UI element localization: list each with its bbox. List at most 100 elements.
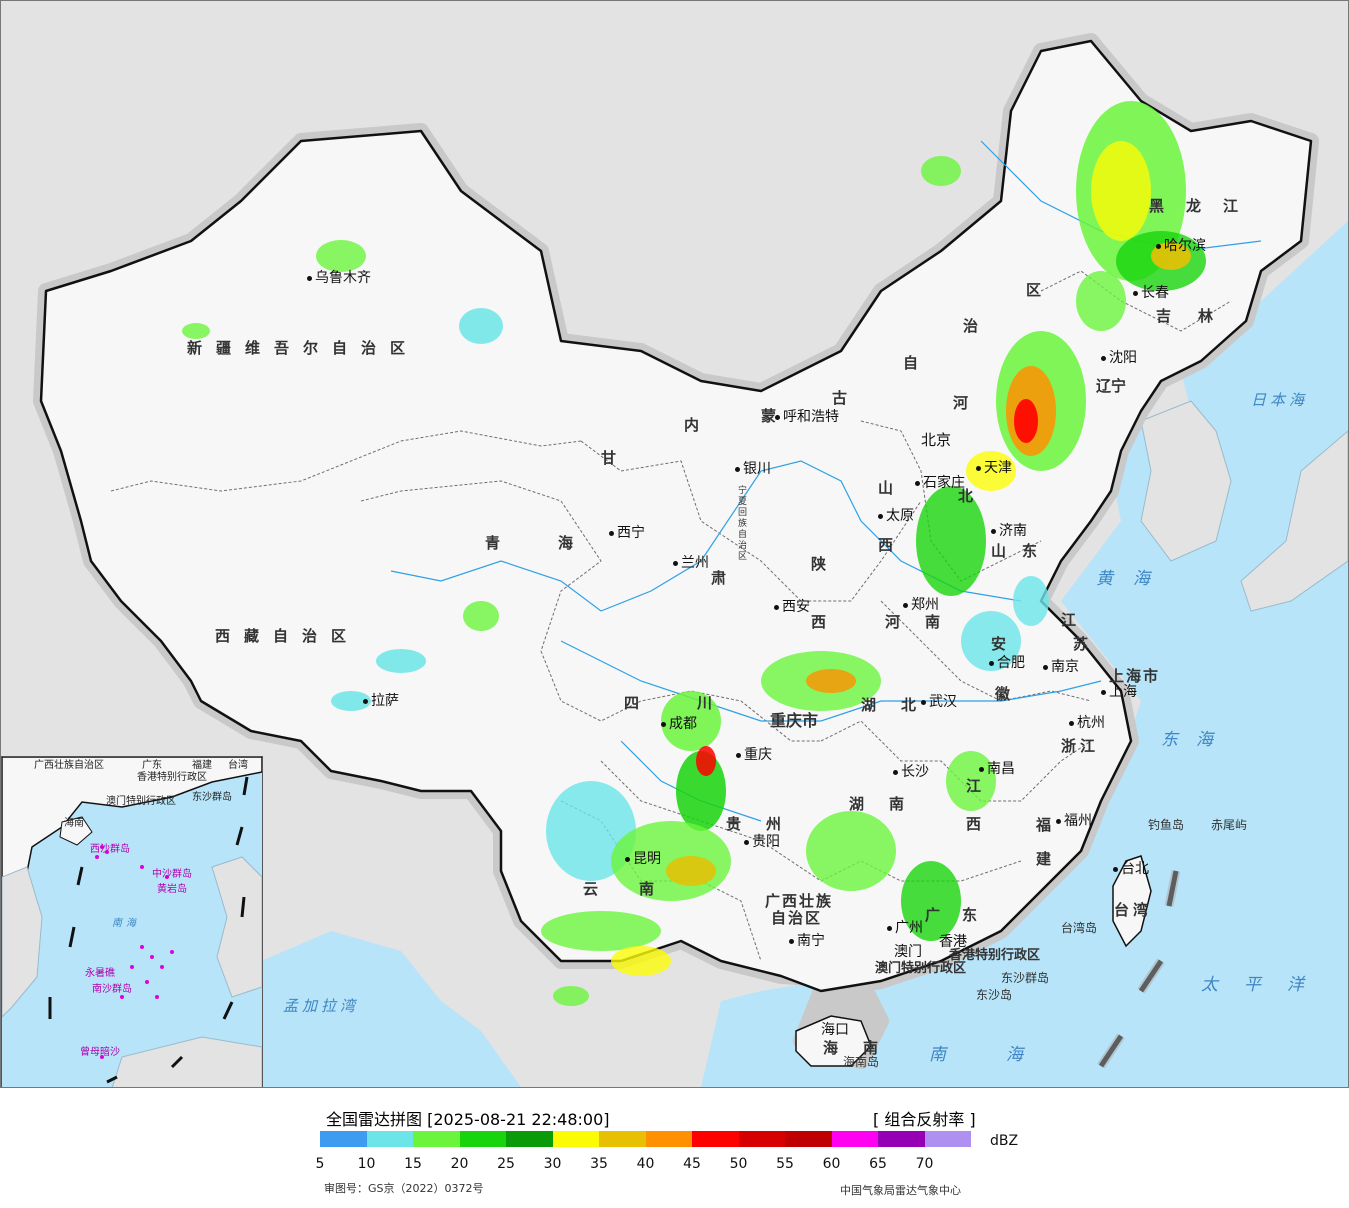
- inset-label-fujian: 福建: [192, 760, 212, 771]
- korea-land: [1140, 400, 1232, 562]
- color-swatch: [459, 1131, 506, 1147]
- color-scale-tick: 25: [497, 1156, 515, 1172]
- province-label-neimenggu-6: 区: [1026, 281, 1042, 299]
- province-label-jiangsu-1: 江: [1061, 611, 1077, 629]
- city-label-taipei: 台北: [1113, 862, 1149, 876]
- inset-dashes: [48, 776, 249, 1084]
- province-label-henan-2: 南: [925, 613, 941, 631]
- color-scale-tick: 30: [543, 1156, 562, 1172]
- sea-label-south: 南海: [929, 1045, 1083, 1065]
- province-label-neimenggu-4: 自: [903, 354, 919, 372]
- city-label-xining: 西宁: [609, 526, 645, 540]
- city-label-xian: 西安: [774, 600, 810, 614]
- organization-name: 中国气象局雷达气象中心: [840, 1184, 961, 1197]
- inset-label-south-sea: 南海: [112, 918, 140, 929]
- boundary-dashes-halo: [1097, 870, 1181, 1069]
- province-label-hainan-2: 南: [863, 1039, 879, 1057]
- city-label-haikou: 海口: [821, 1022, 849, 1038]
- province-label-taiwan: 台湾: [1114, 901, 1153, 919]
- color-scale-tick: 55: [776, 1156, 794, 1172]
- island-label-taiwan: 台湾岛: [1061, 921, 1098, 935]
- province-label-hebei-1: 河: [953, 394, 969, 412]
- island-label-dongsha-islands: 东沙群岛: [1001, 971, 1050, 985]
- city-label-beijing: 北京: [921, 431, 952, 449]
- color-swatch: [924, 1131, 971, 1147]
- city-label-changsha: 长沙: [893, 765, 929, 779]
- color-scale-tick: 70: [915, 1156, 934, 1172]
- inset-hainan: [59, 816, 93, 846]
- color-scale-tick: 10: [357, 1156, 376, 1172]
- sea-label-bengal: 孟加拉湾: [283, 997, 360, 1015]
- province-label-macao: 澳门特别行政区: [875, 961, 967, 976]
- province-label-yunnan-2: 南: [639, 880, 655, 898]
- province-label-liaoning-1: 辽: [1096, 377, 1112, 395]
- city-label-lanzhou: 兰州: [673, 556, 709, 570]
- city-label-shanghai: 上海: [1101, 685, 1137, 699]
- city-label-guiyang: 贵阳: [744, 835, 780, 849]
- province-label-gansu-1: 甘: [601, 449, 617, 467]
- province-label-jilin-2: 林: [1198, 307, 1214, 325]
- color-scale-bar: [320, 1131, 971, 1147]
- color-swatch: [738, 1131, 785, 1147]
- inset-label-zhongsha: 中沙群岛: [152, 869, 192, 880]
- color-scale-tick: 40: [636, 1156, 655, 1172]
- color-swatch: [878, 1131, 925, 1147]
- province-label-chongqing: 重庆市: [770, 711, 819, 730]
- map-approval-number: 审图号：GS京（2022）0372号: [324, 1182, 484, 1195]
- province-label-neimenggu-1: 内: [684, 416, 700, 434]
- province-label-hainan-1: 海: [823, 1039, 839, 1057]
- inset-label-xisha: 西沙群岛: [90, 844, 130, 855]
- city-label-fuzhou: 福州: [1056, 814, 1092, 828]
- inset-borneo: [111, 1036, 262, 1087]
- province-label-shanxi-2: 西: [878, 536, 894, 554]
- city-label-macau: 澳门: [894, 944, 922, 960]
- province-label-hunan-2: 南: [889, 795, 905, 813]
- south-china-sea-inset: 广西壮族自治区 广东 福建 台湾 香港特别行政区 澳门特别行政区 东沙群岛 海南…: [1, 756, 263, 1087]
- inset-indochina: [2, 866, 43, 1018]
- inset-islands: [95, 845, 174, 1059]
- city-label-tianjin: 天津: [976, 461, 1012, 475]
- radar-map[interactable]: 新疆维吾尔自治区 西藏自治区 青 海 甘 肃 内 蒙 古 自 治 区 黑龙江 吉…: [0, 0, 1349, 1088]
- city-label-hohhot: 呼和浩特: [775, 410, 839, 424]
- color-swatch: [320, 1131, 367, 1147]
- inset-label-yongshu: 永暑礁: [85, 968, 115, 979]
- province-label-xizang: 西藏自治区: [215, 627, 361, 645]
- province-label-shanxi-1: 山: [878, 479, 894, 497]
- city-label-hongkong: 香港: [939, 934, 967, 950]
- inset-canvas: [2, 757, 262, 1087]
- city-label-hangzhou: 杭州: [1069, 716, 1105, 730]
- sea-label-yellow: 黄海: [1096, 569, 1170, 589]
- island-label-diaoyu: 钓鱼岛: [1148, 818, 1185, 832]
- province-label-sichuan-1: 四: [624, 694, 640, 712]
- province-label-fujian-1: 福: [1036, 816, 1052, 834]
- province-label-hubei-1: 湖: [861, 696, 877, 714]
- city-label-chongqing: 重庆: [736, 748, 772, 762]
- city-label-wuhan: 武汉: [921, 695, 957, 709]
- province-label-guizhou-2: 州: [766, 815, 782, 833]
- sea-label-japan: 日本海: [1251, 391, 1309, 409]
- province-label-anhui-2: 徽: [995, 685, 1011, 703]
- city-label-taiyuan: 太原: [878, 509, 914, 523]
- province-label-jiangxi-2: 西: [966, 815, 982, 833]
- province-label-shanghai: 上海市: [1109, 667, 1161, 685]
- province-label-neimenggu-3: 古: [832, 389, 848, 407]
- province-label-sichuan-2: 川: [697, 694, 713, 712]
- city-label-lhasa: 拉萨: [363, 694, 399, 708]
- province-label-qinghai-2: 海: [558, 534, 574, 552]
- city-label-shenyang: 沈阳: [1101, 351, 1137, 365]
- province-label-liaoning-2: 宁: [1111, 377, 1127, 395]
- inset-label-zengmu: 曾母暗沙: [80, 1047, 120, 1058]
- island-label-chiwei: 赤尾屿: [1211, 818, 1248, 832]
- inset-philippines: [211, 856, 262, 998]
- color-scale-tick: 5: [315, 1156, 325, 1172]
- color-swatch: [831, 1131, 878, 1147]
- island-label-dongsha: 东沙岛: [976, 988, 1013, 1002]
- city-label-urumqi: 乌鲁木齐: [307, 271, 371, 285]
- radar-echoes: [182, 101, 1206, 1006]
- province-label-anhui-1: 安: [991, 635, 1007, 653]
- province-label-jilin-1: 吉: [1156, 307, 1172, 325]
- legend-product: [ 组合反射率 ]: [873, 1110, 976, 1129]
- color-swatch: [599, 1131, 646, 1147]
- color-swatch: [692, 1131, 739, 1147]
- color-swatch: [413, 1131, 460, 1147]
